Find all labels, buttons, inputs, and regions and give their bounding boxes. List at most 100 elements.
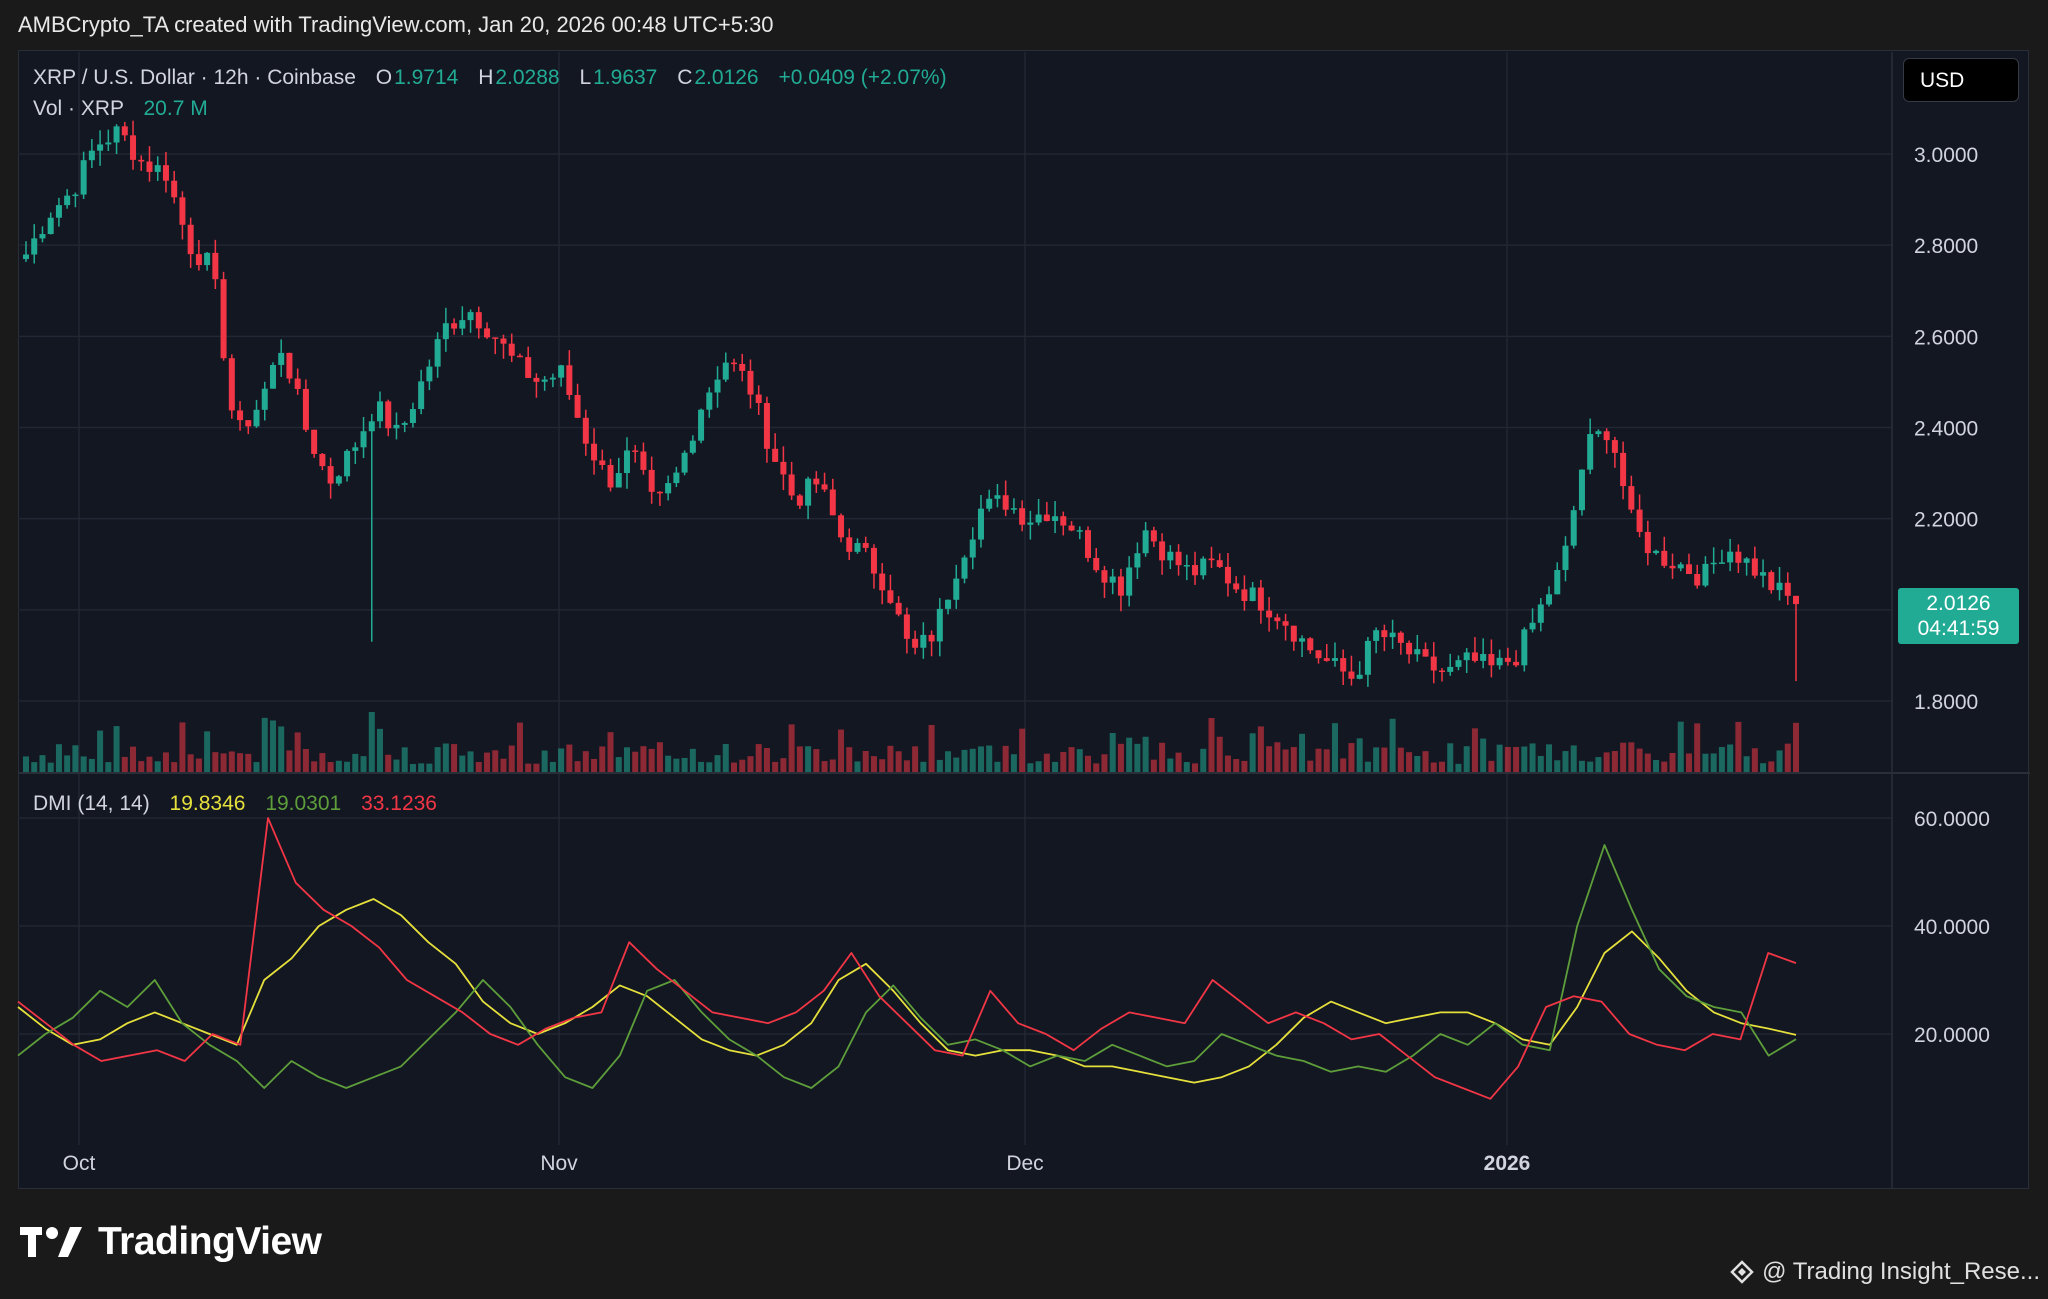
candle-body	[936, 608, 943, 642]
volume-bar	[574, 761, 581, 772]
candle-body	[1570, 510, 1577, 546]
candle-body	[121, 126, 128, 136]
volume-bar	[1793, 722, 1799, 772]
volume-bar	[665, 755, 672, 772]
close-value: 2.0126	[694, 66, 759, 89]
volume-bar	[821, 761, 828, 772]
volume-bar	[591, 758, 598, 772]
candle-body	[1381, 630, 1388, 638]
volume-bar	[928, 724, 935, 772]
volume-bar	[1348, 743, 1355, 772]
candle-body	[558, 365, 565, 378]
time-axis-label: Nov	[540, 1152, 578, 1175]
candle-body	[1109, 576, 1116, 583]
volume-bar	[640, 746, 647, 772]
candle-body	[484, 328, 491, 338]
price-axis-label: 2.4000	[1914, 418, 1978, 441]
volume-bar	[302, 749, 309, 772]
volume-bar	[451, 744, 458, 772]
candle-body	[541, 379, 548, 382]
volume-bar	[1142, 736, 1149, 772]
candle-body	[64, 195, 71, 206]
volume-bar	[1043, 753, 1050, 772]
volume-legend: Vol · XRP 20.7 M	[33, 97, 208, 121]
volume-bar	[327, 762, 334, 772]
candle-body	[39, 234, 46, 239]
candle-body	[426, 366, 433, 382]
price-axis-label: 2.8000	[1914, 235, 1978, 258]
candle-body	[360, 431, 367, 448]
candle-body	[1331, 658, 1338, 661]
volume-bar	[162, 752, 169, 772]
candle-body	[1043, 514, 1050, 522]
currency-button[interactable]: USD	[1903, 58, 2019, 102]
volume-bar	[986, 745, 993, 772]
candle-body	[311, 429, 318, 454]
volume-bar	[393, 759, 400, 772]
volume-bar	[64, 755, 71, 772]
volume-bar	[870, 756, 877, 772]
volume-bar	[994, 761, 1001, 772]
candle-body	[796, 495, 803, 506]
candle-body	[335, 476, 342, 484]
candle-body	[1636, 509, 1643, 532]
volume-bar	[459, 755, 466, 772]
candle-body	[1002, 495, 1009, 510]
volume-bar	[1710, 753, 1717, 772]
volume-bar	[237, 753, 244, 772]
volume-bar	[1109, 732, 1116, 772]
candle-body	[1546, 594, 1553, 605]
candle-body	[722, 362, 729, 380]
candle-body	[434, 339, 441, 367]
tradingview-logo[interactable]: TradingView	[20, 1218, 322, 1266]
volume-bar	[1751, 748, 1758, 772]
volume-bar	[566, 744, 573, 772]
volume-bar	[1134, 743, 1141, 772]
volume-bar	[146, 756, 153, 772]
candle-body	[72, 194, 79, 197]
price-legend: XRP / U.S. Dollar · 12h · Coinbase O1.97…	[33, 66, 947, 90]
candle-body	[286, 352, 293, 379]
volume-bar	[1019, 728, 1026, 772]
volume-bar	[763, 748, 770, 772]
volume-bar	[261, 717, 268, 772]
candle-body	[920, 634, 927, 648]
dmi-label[interactable]: DMI (14, 14)	[33, 792, 150, 815]
volume-bar	[623, 747, 630, 772]
volume-bar	[969, 748, 976, 772]
candle-body	[1299, 638, 1306, 642]
symbol-label[interactable]: XRP / U.S. Dollar · 12h · Coinbase	[33, 66, 356, 89]
volume-bar	[204, 731, 211, 772]
candle-body	[1578, 469, 1585, 511]
price-axis-label: 2.2000	[1914, 509, 1978, 532]
change-value: +0.0409 (+2.07%)	[778, 66, 947, 89]
volume-bar	[1546, 744, 1553, 772]
volume-bar	[1521, 746, 1528, 772]
volume-bar	[1694, 723, 1701, 772]
candle-body	[862, 543, 869, 548]
volume-bar	[1035, 761, 1042, 772]
candle-body	[912, 638, 919, 648]
volume-label[interactable]: Vol · XRP	[33, 97, 124, 120]
candle-body	[1010, 508, 1017, 510]
candle-body	[1224, 566, 1231, 584]
candle-body	[1710, 562, 1717, 565]
volume-bar	[1463, 746, 1470, 772]
volume-bar	[245, 753, 252, 772]
volume-bar	[1504, 746, 1511, 772]
volume-bar	[788, 724, 795, 772]
volume-bar	[1743, 756, 1750, 772]
volume-bar	[105, 762, 112, 772]
candle-body	[492, 337, 499, 339]
volume-bar	[533, 763, 540, 772]
candle-body	[1159, 541, 1166, 561]
candle-body	[846, 537, 853, 552]
candle-body	[1126, 567, 1133, 596]
volume-bar	[311, 761, 318, 772]
time-axis-label: Oct	[63, 1152, 96, 1175]
candle-body	[1315, 650, 1322, 659]
candle-body	[23, 254, 29, 260]
candle-body	[1183, 565, 1190, 567]
candle-body	[829, 489, 836, 516]
